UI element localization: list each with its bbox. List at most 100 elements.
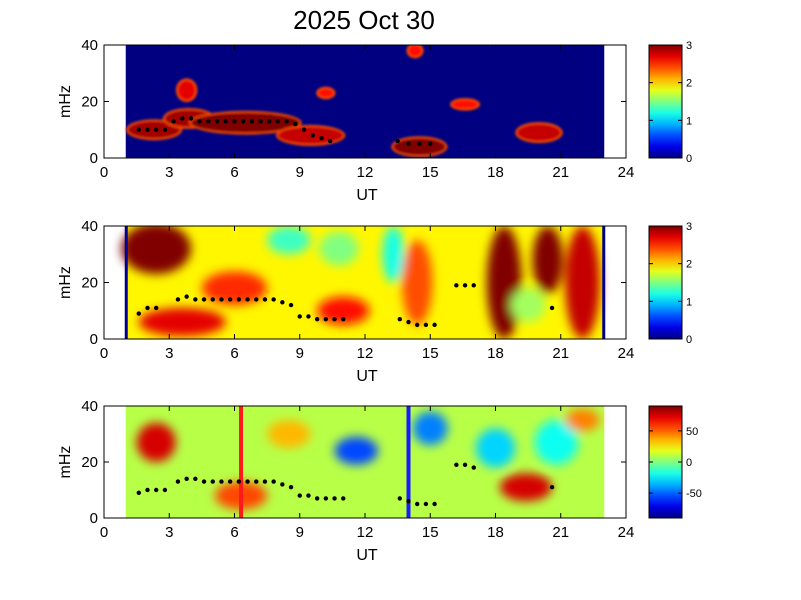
x-tick-label: 0 bbox=[100, 524, 108, 541]
data-marker bbox=[262, 297, 268, 302]
heatmap-blob-8 bbox=[532, 226, 563, 294]
colorbar-tick-label: 50 bbox=[686, 426, 698, 438]
right-edge-strip bbox=[602, 226, 606, 339]
x-tick-label: 15 bbox=[422, 524, 439, 541]
y-axis-label: mHz bbox=[57, 85, 74, 118]
data-marker bbox=[549, 305, 555, 311]
heatmap-blob-9 bbox=[318, 88, 334, 98]
x-tick-label: 9 bbox=[296, 345, 304, 362]
heatmap-area bbox=[121, 226, 606, 339]
y-tick-label: 20 bbox=[81, 275, 98, 292]
data-marker bbox=[136, 311, 141, 316]
x-tick-label: 3 bbox=[165, 164, 173, 181]
data-marker bbox=[236, 297, 242, 302]
x-tick-label: 12 bbox=[357, 345, 374, 362]
x-tick-label: 21 bbox=[552, 164, 569, 181]
data-marker bbox=[262, 479, 268, 484]
data-marker bbox=[171, 119, 176, 124]
data-marker bbox=[193, 297, 198, 302]
data-marker bbox=[297, 314, 302, 319]
data-marker bbox=[184, 476, 189, 481]
data-marker bbox=[406, 319, 411, 325]
colorbar: 0 1 2 3 bbox=[648, 40, 692, 165]
marker-series bbox=[136, 116, 433, 147]
data-marker bbox=[201, 297, 207, 302]
data-marker bbox=[175, 297, 181, 302]
heatmap-blob-10 bbox=[267, 226, 311, 255]
colorbar: 50 0 -50 bbox=[648, 405, 702, 519]
heatmap-blob-7 bbox=[565, 408, 600, 432]
data-marker bbox=[223, 119, 228, 124]
heatmap-blob-3 bbox=[412, 411, 448, 446]
heatmap-blob-0 bbox=[136, 422, 176, 462]
data-marker bbox=[219, 479, 224, 484]
heatmap-blob-4 bbox=[382, 226, 405, 283]
heatmap-blob-2 bbox=[334, 436, 379, 465]
data-marker bbox=[297, 493, 302, 498]
data-marker bbox=[397, 496, 402, 501]
heatmap-blob-5 bbox=[401, 240, 433, 325]
data-marker bbox=[423, 501, 429, 507]
x-tick-label: 15 bbox=[422, 345, 439, 362]
colorbar-gradient bbox=[648, 225, 683, 340]
heatmap-area bbox=[125, 406, 605, 518]
x-tick-label: 18 bbox=[487, 524, 504, 541]
colorbar-tick-label: 0 bbox=[686, 334, 692, 346]
colorbar-tick-label: -50 bbox=[686, 488, 702, 500]
heatmap-blob-2 bbox=[191, 112, 300, 133]
y-tick-label: 20 bbox=[81, 454, 98, 471]
data-marker bbox=[395, 138, 400, 144]
data-marker bbox=[406, 499, 411, 504]
data-marker bbox=[145, 305, 150, 311]
data-marker bbox=[332, 496, 337, 501]
colorbar-tick-label: 1 bbox=[686, 115, 692, 127]
colorbar: 0 1 2 3 bbox=[648, 221, 692, 346]
x-tick-label: 15 bbox=[422, 164, 439, 181]
data-marker bbox=[288, 485, 294, 490]
data-marker bbox=[214, 119, 220, 124]
data-marker bbox=[432, 322, 437, 328]
data-marker bbox=[471, 465, 476, 470]
heatmap-field bbox=[136, 408, 600, 510]
data-marker bbox=[462, 462, 468, 467]
x-tick-label: 3 bbox=[165, 345, 173, 362]
y-axis-label: mHz bbox=[57, 446, 74, 479]
heatmap-blob-8 bbox=[267, 420, 311, 448]
data-marker bbox=[232, 119, 237, 124]
x-tick-label: 9 bbox=[296, 524, 304, 541]
data-marker bbox=[154, 127, 159, 132]
x-tick-label: 24 bbox=[618, 164, 635, 181]
data-marker bbox=[341, 496, 346, 501]
data-marker bbox=[249, 119, 255, 124]
colorbar-tick-label: 0 bbox=[686, 153, 692, 165]
heatmap-blob-9 bbox=[565, 226, 600, 339]
x-axis-label: UT bbox=[356, 547, 378, 564]
colorbar-gradient bbox=[648, 405, 683, 519]
x-tick-label: 9 bbox=[296, 164, 304, 181]
data-marker bbox=[197, 119, 202, 124]
y-tick-label: 0 bbox=[90, 150, 98, 167]
data-marker bbox=[267, 119, 272, 124]
data-marker bbox=[254, 479, 259, 484]
y-tick-label: 40 bbox=[81, 398, 98, 415]
colorbar-gradient bbox=[648, 44, 683, 159]
data-marker bbox=[301, 127, 307, 132]
data-marker bbox=[417, 141, 422, 147]
x-tick-label: 18 bbox=[487, 345, 504, 362]
data-marker bbox=[549, 485, 555, 490]
y-tick-label: 40 bbox=[81, 37, 98, 54]
data-marker bbox=[193, 476, 198, 481]
data-marker bbox=[323, 496, 329, 501]
data-marker bbox=[241, 119, 246, 124]
data-marker bbox=[428, 141, 433, 147]
heatmap-blob-11 bbox=[319, 231, 359, 266]
y-tick-label: 40 bbox=[81, 218, 98, 235]
x-tick-label: 18 bbox=[487, 164, 504, 181]
data-marker bbox=[432, 501, 437, 507]
heatmap-blob-7 bbox=[510, 288, 546, 323]
data-marker bbox=[306, 493, 311, 498]
x-axis-label: UT bbox=[356, 368, 378, 385]
